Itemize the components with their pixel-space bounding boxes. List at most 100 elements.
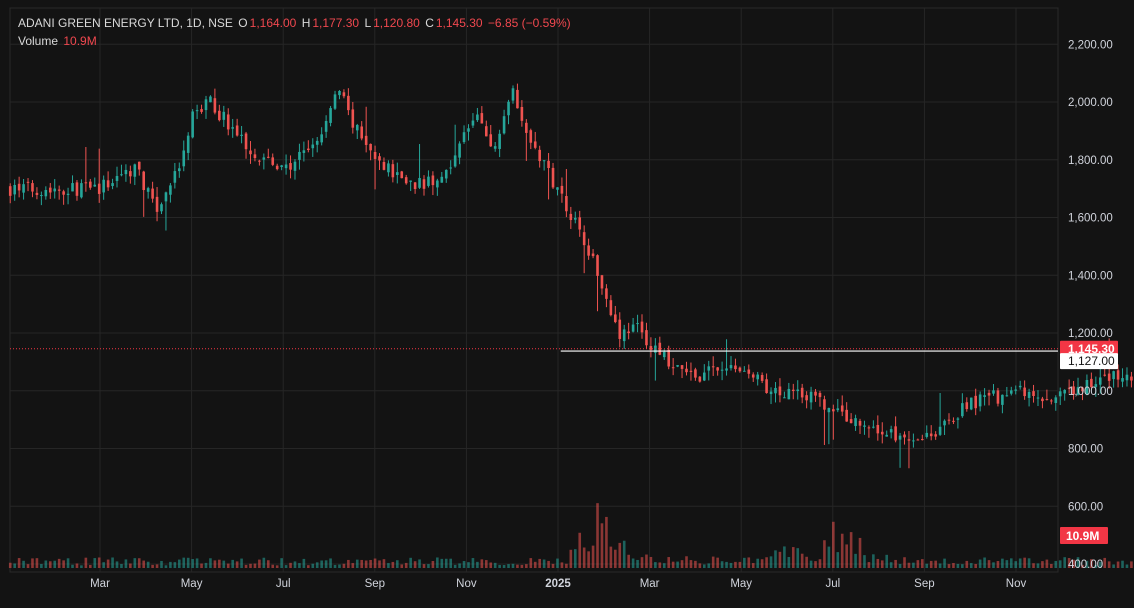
candle-body xyxy=(115,175,119,181)
volume-legend[interactable]: Volume 10.9M xyxy=(18,34,99,48)
plot-frame xyxy=(9,7,1059,573)
x-tick-label: Jul xyxy=(825,578,840,590)
volume-bar xyxy=(311,563,315,568)
candle-body xyxy=(1050,400,1053,402)
volume-bar xyxy=(934,560,937,568)
candle-body xyxy=(311,144,315,149)
candle-body xyxy=(520,106,524,121)
axes: 2,200.00 2,000.00 1,800.00 1,600.00 1,400.00… xyxy=(90,39,1113,590)
volume-bar xyxy=(912,562,915,568)
volume-bar xyxy=(1018,558,1022,568)
volume-bar xyxy=(173,562,177,568)
y-tick-label: 2,000.00 xyxy=(1068,97,1113,109)
candle-body xyxy=(961,403,964,417)
volume-bar xyxy=(324,560,328,568)
volume-bar xyxy=(146,561,150,568)
volume-bar xyxy=(1023,557,1026,568)
volume-bar xyxy=(765,557,768,568)
candle-body xyxy=(738,367,742,372)
volume-bar xyxy=(756,558,759,568)
candle-body xyxy=(676,365,679,367)
candle-body xyxy=(903,434,906,438)
x-tick-label: May xyxy=(181,578,203,590)
candle-body xyxy=(845,409,848,422)
candle-body xyxy=(298,151,301,160)
volume-bar xyxy=(587,551,590,568)
volume-bar xyxy=(573,549,577,568)
candle-body xyxy=(743,370,746,372)
volume-bar xyxy=(315,562,319,568)
candle-body xyxy=(1005,395,1009,397)
volume-bar xyxy=(645,554,648,568)
volume-bar xyxy=(1009,558,1013,568)
volume-bar xyxy=(444,558,448,568)
candle-body xyxy=(324,120,328,132)
candle-body xyxy=(965,402,969,410)
candle-body xyxy=(48,187,52,193)
volume-bar xyxy=(338,564,341,568)
volume-bar xyxy=(1067,558,1071,568)
candle-body xyxy=(636,323,639,325)
candle-body xyxy=(800,387,804,398)
low-label: L xyxy=(364,16,372,30)
candle-body xyxy=(956,418,960,420)
candle-body xyxy=(814,391,817,396)
candle-body xyxy=(791,389,795,392)
candle-body xyxy=(8,186,12,196)
volume-bar xyxy=(1014,561,1018,568)
candle-body xyxy=(1058,391,1062,397)
volume-bar xyxy=(84,557,88,568)
volume-bars xyxy=(8,503,1133,568)
candle-body xyxy=(916,439,920,441)
volume-bar xyxy=(658,562,662,568)
y-tick-label: 600.00 xyxy=(1068,501,1103,513)
volume-bar xyxy=(1107,561,1111,568)
y-tick-label: 1,000.00 xyxy=(1068,386,1113,398)
candle-body xyxy=(921,439,924,441)
candle-body xyxy=(827,408,831,413)
volume-bar xyxy=(498,564,501,568)
overlays: 1,145.301,127.00 10.9M xyxy=(10,340,1118,544)
candle-body xyxy=(729,365,733,369)
volume-bar xyxy=(921,559,924,568)
volume-bar xyxy=(791,547,795,568)
volume-bar xyxy=(916,560,920,568)
open-label: O xyxy=(238,16,248,30)
candle-body xyxy=(587,245,590,256)
candle-body xyxy=(1112,371,1115,380)
candle-body xyxy=(129,171,132,177)
candle-body xyxy=(1067,387,1071,389)
volume-bar xyxy=(978,559,982,568)
symbol-legend[interactable]: ADANI GREEN ENERGY LTD, 1D, NSE O 1,164.0… xyxy=(18,16,573,30)
candle-body xyxy=(440,176,444,183)
candle-body xyxy=(302,150,306,153)
candle-body xyxy=(694,369,697,378)
candle-body xyxy=(805,395,808,401)
candle-body xyxy=(858,420,862,426)
volume-bar xyxy=(13,563,16,568)
volume-bar xyxy=(351,563,355,568)
candle-body xyxy=(1027,391,1031,398)
volume-bar xyxy=(182,557,186,568)
candle-body xyxy=(769,391,773,395)
volume-bar xyxy=(1121,560,1124,568)
volume-bar xyxy=(1001,558,1004,568)
candle-body xyxy=(226,114,230,130)
candle-body xyxy=(351,109,355,128)
volume-bar xyxy=(8,562,12,568)
candle-body xyxy=(987,392,991,396)
candle-body xyxy=(133,164,137,177)
candle-body xyxy=(360,126,364,139)
volume-bar xyxy=(796,548,800,568)
candle-body xyxy=(671,367,675,369)
volume-bar xyxy=(133,558,137,568)
volume-bar xyxy=(800,553,804,568)
candle-body xyxy=(373,152,377,159)
candle-body xyxy=(93,184,97,187)
candle-body xyxy=(173,171,177,183)
volume-bar xyxy=(698,563,702,568)
candle-body xyxy=(622,329,626,342)
candle-body xyxy=(547,160,550,169)
